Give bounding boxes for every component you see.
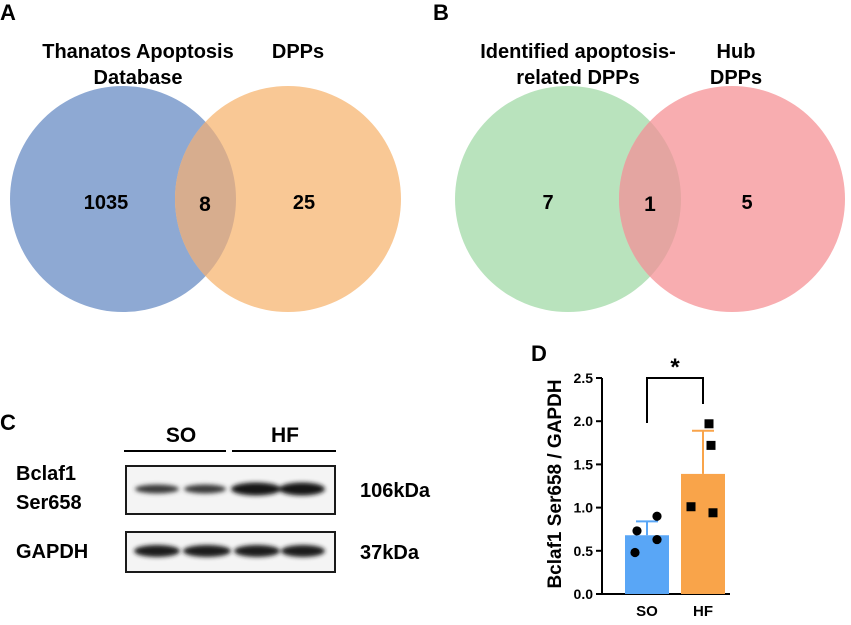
data-point-hf [686,502,696,512]
blot-row1-label-line2: Ser658 [16,492,82,514]
venn-a-overlap-count: 8 [199,193,211,216]
venn-a-left-circle [10,86,236,312]
blot-row2-band-3 [234,545,280,557]
y-tick-label: 0.5 [574,543,594,559]
data-point-so [652,511,662,521]
chart-y-axis-label: Bclaf1 Ser658 / GAPDH [545,379,566,588]
y-tick-label: 1.0 [574,500,594,516]
venn-b-right-label-line2: DPPs [710,67,762,89]
venn-b-left-label-line1: Identified apoptosis- [480,41,676,63]
chart-significance: * [646,354,704,423]
y-tick-label: 1.5 [574,456,594,472]
blot-row1-band-2 [184,484,226,494]
x-tick-label-hf: HF [693,603,713,620]
venn-b-left-count: 7 [542,192,553,214]
panel-d: D Bclaf1 Ser658 / GAPDH 0.0 0.5 1.0 1.5 2.0 2… [531,341,730,620]
panel-d-letter: D [531,341,547,366]
x-tick-label-so: SO [636,603,658,620]
blot-row1-band-4 [279,482,325,496]
chart-bars [625,473,725,594]
bar-so [625,535,669,594]
venn-b-right-count: 5 [741,192,752,214]
blot-row1-band-3 [231,482,281,496]
y-tick-label: 2.5 [574,370,594,386]
blot-row1-label-line1: Bclaf1 [16,463,76,485]
panel-a-letter: A [0,0,16,25]
blot-row1-size: 106kDa [360,480,431,502]
y-tick-label: 2.0 [574,413,594,429]
venn-a-right-label: DPPs [272,41,324,63]
chart-error-bars [636,429,714,536]
blot-row2-label: GAPDH [16,541,88,563]
blot-row1-band-1 [135,484,179,494]
chart-points [630,419,718,558]
blot-row2-band-4 [281,545,325,557]
y-tick-label: 0.0 [574,586,594,602]
data-point-so [630,547,640,558]
significance-bracket [646,377,704,423]
venn-a-right-count: 25 [293,192,315,214]
venn-a-left-count: 1035 [84,192,129,214]
venn-b-right-label-line1: Hub [717,41,756,63]
blot-row2-size: 37kDa [360,542,420,564]
blot-group-label-hf: HF [271,424,299,447]
venn-a-left-label-line1: Thanatos Apoptosis [42,41,233,63]
venn-b-left-circle [455,86,681,312]
panel-a: A Thanatos Apoptosis Database DPPs 1035 … [0,0,401,312]
venn-a-right-circle [175,86,401,312]
blot-row2-band-1 [134,545,180,557]
data-point-so [652,534,662,545]
venn-b-left-label-line2: related DPPs [516,67,639,89]
panel-c: C SO HF Bclaf1 Ser658 GAPDH 106kDa 37kDa [0,410,431,573]
bar-hf [681,473,725,594]
panel-c-letter: C [0,410,16,435]
data-point-hf [708,508,718,518]
data-point-so [632,526,642,536]
venn-b-right-circle [619,86,845,312]
blot-group-label-so: SO [166,424,196,447]
venn-b-overlap-count: 1 [644,193,656,216]
venn-a-left-label-line2: Database [94,67,183,89]
data-point-hf [706,440,716,450]
blot-row2-band-2 [183,545,231,557]
panel-b: B Identified apoptosis- related DPPs Hub… [433,0,845,312]
data-point-hf [704,419,714,429]
significance-star: * [670,354,680,381]
panel-b-letter: B [433,0,449,25]
